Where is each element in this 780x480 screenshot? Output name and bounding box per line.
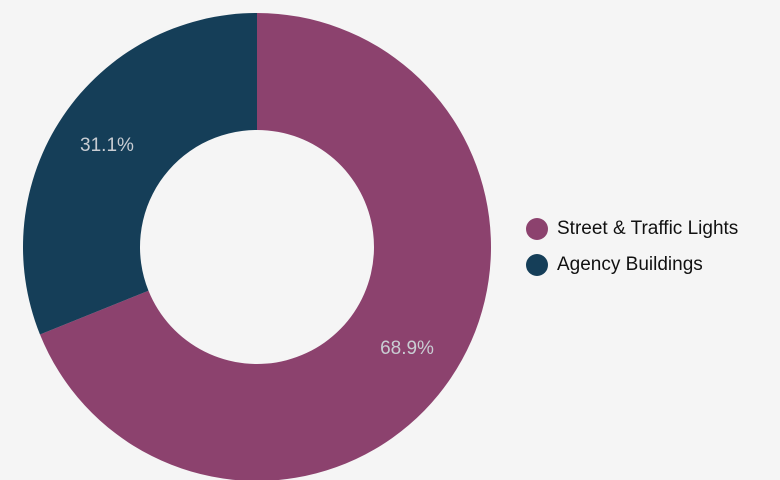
legend-label: Street & Traffic Lights <box>557 218 739 239</box>
slice-data-label: 31.1% <box>80 135 134 156</box>
chart-legend: Street & Traffic Lights Agency Buildings <box>526 216 738 278</box>
legend-swatch-icon <box>526 254 548 276</box>
legend-item-agency-buildings[interactable]: Agency Buildings <box>526 252 738 278</box>
legend-item-street-traffic-lights[interactable]: Street & Traffic Lights <box>526 216 738 242</box>
slice-data-label: 68.9% <box>380 338 434 359</box>
donut-slice-0[interactable] <box>39 13 491 480</box>
legend-label: Agency Buildings <box>557 254 703 275</box>
legend-swatch-icon <box>526 218 548 240</box>
donut-slice-1[interactable] <box>23 13 258 335</box>
